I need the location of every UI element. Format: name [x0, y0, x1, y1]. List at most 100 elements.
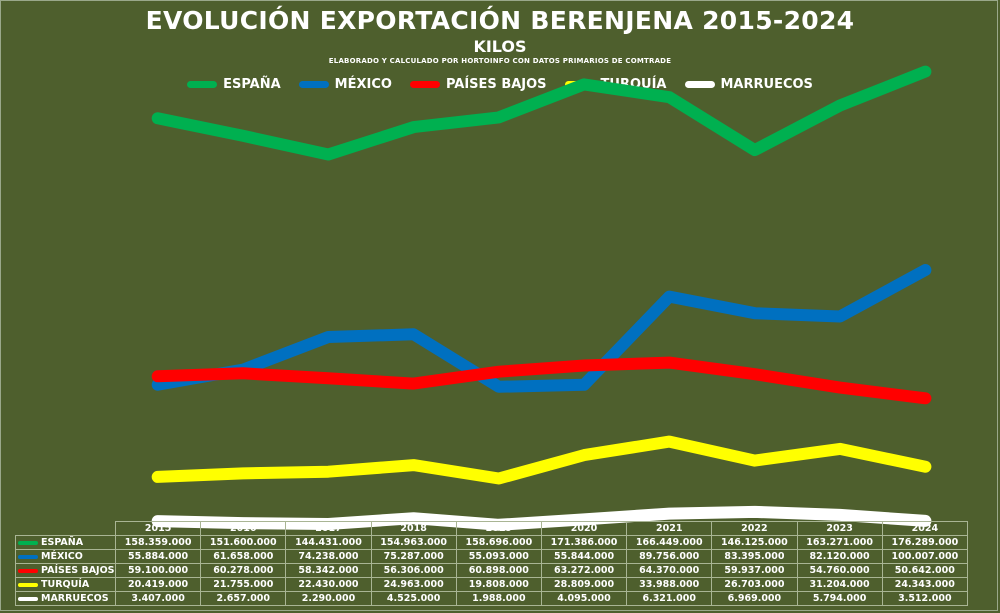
table-row: MÉXICO 55.884.000 61.658.000 74.238.000 75.2…	[15, 549, 969, 564]
table-cell: 24.963.000	[370, 577, 457, 592]
table-cell: 83.395.000	[711, 549, 798, 564]
table-cell: 151.600.000	[200, 535, 287, 550]
table-cell: 59.100.000	[114, 563, 202, 578]
table-cell: 63.272.000	[540, 563, 628, 578]
table-series-key: MARRUECOS	[15, 591, 116, 606]
table-year-header: 2015	[114, 521, 202, 536]
table-cell: 2.657.000	[200, 591, 287, 606]
table-cell: 2.290.000	[285, 591, 372, 606]
series-line-0	[151, 65, 932, 161]
table-cell: 33.988.000	[626, 577, 713, 592]
legend-label: ESPAÑA	[223, 77, 281, 92]
table-key-swatch	[18, 582, 38, 587]
table-cell: 75.287.000	[370, 549, 457, 564]
table-cell: 5.794.000	[796, 591, 883, 606]
table-key-swatch	[18, 554, 38, 559]
legend-label: MARRUECOS	[720, 77, 813, 92]
table-cell: 3.407.000	[114, 591, 202, 606]
table-cell: 171.386.000	[540, 535, 628, 550]
table-cell: 28.809.000	[540, 577, 628, 592]
table-key-swatch	[18, 540, 38, 545]
table-cell: 59.937.000	[711, 563, 798, 578]
table-year-header: 2018	[370, 521, 457, 536]
table-row: MARRUECOS 3.407.000 2.657.000 2.290.000 4.52…	[15, 591, 969, 606]
table-cell: 54.760.000	[796, 563, 883, 578]
table-cell: 26.703.000	[711, 577, 798, 592]
table-key-swatch	[18, 568, 38, 573]
table-series-name: ESPAÑA	[41, 537, 84, 548]
table-cell: 50.642.000	[881, 563, 969, 578]
table-year-header: 2023	[796, 521, 883, 536]
chart-subtitle: KILOS	[473, 37, 527, 56]
table-series-name: MÉXICO	[41, 551, 83, 562]
table-cell: 60.278.000	[200, 563, 287, 578]
table-series-key: TURQUÍA	[15, 577, 116, 592]
table-corner	[15, 521, 116, 536]
table-year-header: 2021	[626, 521, 713, 536]
table-cell: 4.525.000	[370, 591, 457, 606]
table-cell: 6.969.000	[711, 591, 798, 606]
legend-item-4: MARRUECOS	[684, 77, 813, 92]
table-cell: 56.306.000	[370, 563, 457, 578]
table-cell: 21.755.000	[200, 577, 287, 592]
series-line-2	[151, 356, 932, 405]
table-cell: 166.449.000	[626, 535, 713, 550]
table-cell: 55.844.000	[540, 549, 628, 564]
series-line-3	[151, 435, 932, 485]
table-cell: 144.431.000	[285, 535, 372, 550]
table-cell: 55.093.000	[455, 549, 542, 564]
legend-swatch	[684, 81, 715, 88]
legend-label: MÉXICO	[334, 77, 392, 92]
table-cell: 82.120.000	[796, 549, 883, 564]
table-row: TURQUÍA 20.419.000 21.755.000 22.430.000 24.…	[15, 577, 969, 592]
table-cell: 19.808.000	[455, 577, 542, 592]
table-year-header: 2016	[200, 521, 287, 536]
table-year-header: 2020	[540, 521, 628, 536]
legend-swatch	[409, 81, 440, 88]
table-cell: 4.095.000	[540, 591, 628, 606]
table-cell: 154.963.000	[370, 535, 457, 550]
table-series-key: ESPAÑA	[15, 535, 116, 550]
table-year-header: 2022	[711, 521, 798, 536]
table-cell: 24.343.000	[881, 577, 969, 592]
table-cell: 22.430.000	[285, 577, 372, 592]
legend-label: PAÍSES BAJOS	[445, 77, 547, 92]
table-series-key: PAÍSES BAJOS	[15, 563, 116, 578]
table-cell: 20.419.000	[114, 577, 202, 592]
table-row: ESPAÑA 158.359.000 151.600.000 144.431.000 1…	[15, 535, 969, 550]
table-cell: 31.204.000	[796, 577, 883, 592]
legend-item-1: MÉXICO	[298, 77, 392, 92]
table-cell: 146.125.000	[711, 535, 798, 550]
table-cell: 64.370.000	[626, 563, 713, 578]
table-cell: 158.359.000	[114, 535, 202, 550]
table-cell: 163.271.000	[796, 535, 883, 550]
table-cell: 1.988.000	[455, 591, 542, 606]
series-line-1	[151, 264, 932, 393]
table-cell: 3.512.000	[881, 591, 969, 606]
chart-source-note: ELABORADO Y CALCULADO POR HORTOINFO CON …	[328, 57, 672, 65]
table-series-name: MARRUECOS	[41, 593, 109, 604]
legend-item-0: ESPAÑA	[187, 77, 281, 92]
table-year-header: 2017	[285, 521, 372, 536]
table-key-swatch	[18, 596, 38, 601]
table-cell: 74.238.000	[285, 549, 372, 564]
legend-item-2: PAÍSES BAJOS	[409, 77, 547, 92]
data-table: 2015 2016 2017 2018 2019 2020 2021 2022 2023 2024…	[15, 521, 969, 606]
table-cell: 58.342.000	[285, 563, 372, 578]
table-series-name: PAÍSES BAJOS	[41, 565, 115, 576]
table-series-key: MÉXICO	[15, 549, 116, 564]
table-cell: 55.884.000	[114, 549, 202, 564]
table-series-name: TURQUÍA	[41, 579, 90, 590]
table-cell: 60.898.000	[455, 563, 542, 578]
table-cell: 89.756.000	[626, 549, 713, 564]
table-year-header: 2024	[881, 521, 969, 536]
chart-title: EVOLUCIÓN EXPORTACIÓN BERENJENA 2015-202…	[145, 6, 855, 35]
legend-swatch	[298, 81, 329, 88]
table-cell: 176.289.000	[881, 535, 969, 550]
table-cell: 100.007.000	[881, 549, 969, 564]
table-cell: 61.658.000	[200, 549, 287, 564]
table-row: PAÍSES BAJOS 59.100.000 60.278.000 58.342.0…	[15, 563, 969, 578]
table-cell: 158.696.000	[455, 535, 542, 550]
table-year-header: 2019	[455, 521, 542, 536]
